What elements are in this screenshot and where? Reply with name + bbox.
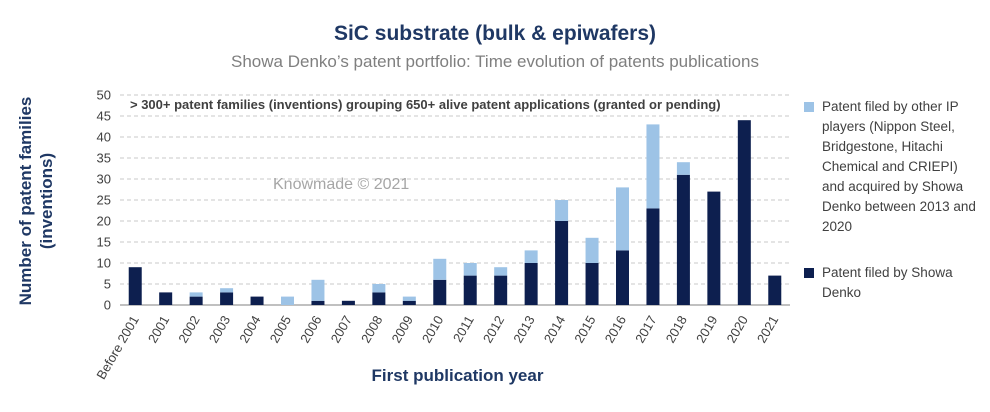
y-tick-label: 45: [97, 109, 111, 124]
x-axis-label: First publication year: [371, 366, 544, 385]
x-tick-label: 2009: [388, 313, 415, 346]
y-tick-label: 35: [97, 151, 111, 166]
y-axis-label: Number of patent families (inventions): [15, 97, 57, 306]
y-tick-label: 50: [97, 88, 111, 103]
legend-swatch-showa-denko: [804, 268, 814, 278]
bar-showa-denko: [433, 279, 447, 305]
y-axis-label-line-2: (inventions): [37, 152, 56, 250]
bar-showa-denko: [676, 174, 690, 305]
legend-label-showa-denko: Patent filed by Showa Denko: [822, 265, 953, 300]
bar-showa-denko: [128, 267, 142, 305]
x-tick-label: 2019: [693, 313, 720, 346]
bar-other-ip: [433, 258, 447, 280]
bar-showa-denko: [585, 263, 599, 305]
x-tick-label: 2016: [602, 313, 629, 346]
bar-showa-denko: [250, 296, 264, 305]
x-tick-label: 2003: [206, 313, 233, 346]
bar-other-ip: [646, 124, 660, 209]
bar-other-ip: [555, 200, 569, 221]
bar-showa-denko: [402, 300, 416, 305]
x-tick-label: 2001: [145, 313, 172, 346]
bar-showa-denko: [707, 191, 721, 305]
legend-item-other-ip: Patent filed by other IP players (Nippon…: [804, 97, 984, 237]
bar-other-ip: [311, 279, 325, 301]
bars: [128, 120, 782, 305]
bar-other-ip: [402, 296, 416, 301]
watermark: Knowmade © 2021: [273, 176, 410, 193]
x-tick-label: 2007: [328, 313, 355, 346]
x-tick-label: 2002: [175, 313, 202, 346]
bar-other-ip: [372, 284, 386, 293]
bar-other-ip: [494, 267, 508, 276]
bar-showa-denko: [524, 263, 538, 305]
x-tick-label: 2014: [541, 313, 568, 346]
bar-showa-denko: [616, 250, 629, 305]
bar-other-ip: [189, 292, 203, 297]
bar-showa-denko: [311, 300, 325, 305]
legend-swatch-other-ip: [804, 102, 814, 112]
x-tick-label: 2015: [571, 313, 598, 346]
y-tick-label: 10: [97, 256, 111, 271]
bar-showa-denko: [494, 275, 508, 305]
y-tick-label: 15: [97, 235, 111, 250]
annotation-text: > 300+ patent families (inventions) grou…: [128, 97, 723, 112]
y-tick-label: 30: [97, 172, 111, 187]
x-tick-label: 2020: [723, 313, 750, 346]
bar-showa-denko: [341, 300, 355, 305]
bar-showa-denko: [372, 292, 386, 305]
bar-showa-denko: [768, 275, 782, 305]
chart-title: SiC substrate (bulk & epiwafers): [333, 22, 657, 45]
legend-label-other-ip: Patent filed by other IP players (Nippon…: [822, 99, 976, 234]
x-tick-label: 2011: [450, 313, 477, 345]
y-tick-label: 20: [97, 214, 111, 229]
x-tick-label: 2005: [267, 313, 294, 346]
bar-showa-denko: [220, 292, 234, 305]
bar-showa-denko: [189, 296, 203, 305]
x-tick-label: 2013: [510, 313, 537, 346]
bar-other-ip: [524, 250, 538, 263]
x-tick-label: 2012: [480, 313, 507, 346]
legend-item-showa-denko: Patent filed by Showa Denko: [804, 263, 984, 303]
legend: Patent filed by other IP players (Nippon…: [804, 97, 984, 303]
bar-other-ip: [281, 296, 294, 305]
bar-showa-denko: [646, 208, 660, 305]
y-tick-label: 0: [104, 298, 111, 313]
chart-subtitle: Showa Denko’s patent portfolio: Time evo…: [231, 52, 759, 71]
bar-other-ip: [616, 187, 629, 251]
x-tick-label: 2008: [358, 313, 385, 346]
bar-other-ip: [676, 162, 690, 175]
bar-other-ip: [585, 237, 599, 263]
bar-other-ip: [220, 288, 234, 293]
x-tick-label: 2017: [632, 313, 659, 346]
y-axis-label-line-1: Number of patent families: [16, 96, 35, 306]
bar-showa-denko: [159, 292, 173, 305]
x-tick-label: 2018: [663, 313, 690, 346]
bar-showa-denko: [463, 275, 477, 305]
x-tick-label: 2021: [754, 313, 781, 346]
y-tick-label: 5: [104, 277, 111, 292]
bar-showa-denko: [555, 221, 569, 305]
x-tick-label: 2004: [236, 313, 263, 346]
bar-showa-denko: [737, 120, 751, 305]
y-tick-labels: 0 5 10 15 20 25 30 35 40 45 50: [97, 88, 111, 313]
x-tick-label: 2010: [419, 313, 446, 346]
y-tick-label: 40: [97, 130, 111, 145]
x-tick-label: 2006: [297, 313, 324, 346]
y-tick-label: 25: [97, 193, 111, 208]
bar-other-ip: [463, 263, 477, 276]
